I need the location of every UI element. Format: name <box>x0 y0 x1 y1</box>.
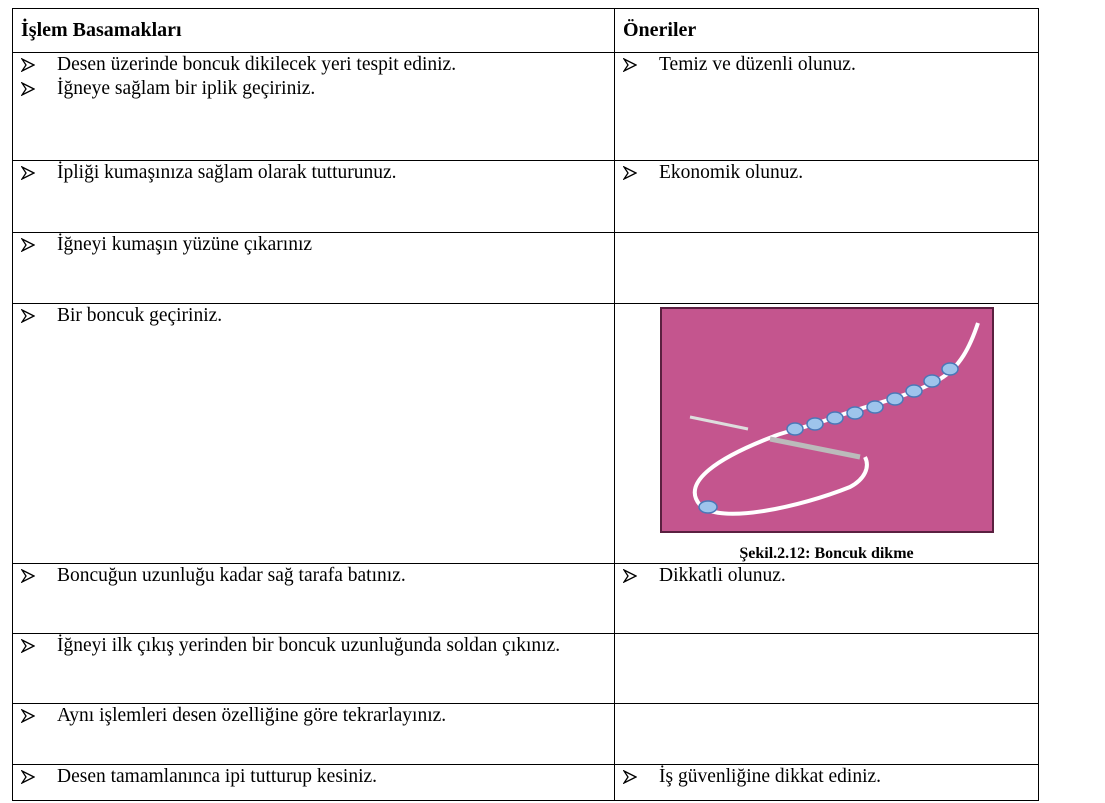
table-row: Desen üzerinde boncuk dikilecek yeri tes… <box>12 52 1039 161</box>
item-text: İpliği kumaşınıza sağlam olarak tutturun… <box>57 162 397 183</box>
item-text: Aynı işlemleri desen özelliğine göre tek… <box>57 705 447 726</box>
bullet-arrow <box>21 309 35 323</box>
table-row: İpliği kumaşınıza sağlam olarak tutturun… <box>12 160 1039 233</box>
header-row: İşlem Basamakları Öneriler <box>12 8 1039 53</box>
tip-cell <box>614 703 1039 765</box>
list-item: Bir boncuk geçiriniz. <box>19 304 608 328</box>
bullet-arrow <box>623 58 637 72</box>
table-row: Boncuğun uzunluğu kadar sağ tarafa batın… <box>12 563 1039 634</box>
table-row: Bir boncuk geçiriniz. Şekil.2.12: Boncuk… <box>12 303 1039 564</box>
item-text: Bir boncuk geçiriniz. <box>57 305 223 326</box>
bullet-arrow <box>623 770 637 784</box>
tip-cell <box>614 232 1039 304</box>
header-cell: İşlem Basamakları <box>12 8 615 53</box>
item-text: Boncuğun uzunluğu kadar sağ tarafa batın… <box>57 565 406 586</box>
step-cell: Desen üzerinde boncuk dikilecek yeri tes… <box>12 52 615 161</box>
bullet-arrow <box>21 709 35 723</box>
list-item: İğneyi kumaşın yüzüne çıkarınız <box>19 233 608 257</box>
table-row: İğneyi ilk çıkış yerinden bir boncuk uzu… <box>12 633 1039 704</box>
tip-cell: İş güvenliğine dikkat ediniz. <box>614 764 1039 801</box>
tip-cell: Şekil.2.12: Boncuk dikme <box>614 303 1039 564</box>
header-cell: Öneriler <box>614 8 1039 53</box>
step-cell: İğneyi kumaşın yüzüne çıkarınız <box>12 232 615 304</box>
item-text: İğneyi kumaşın yüzüne çıkarınız <box>57 234 313 255</box>
bullet-arrow <box>21 166 35 180</box>
list-item: Desen tamamlanınca ipi tutturup kesiniz. <box>19 765 608 789</box>
list-item: Aynı işlemleri desen özelliğine göre tek… <box>19 704 608 728</box>
tip-cell: Temiz ve düzenli olunuz. <box>614 52 1039 161</box>
bullet-arrow <box>21 639 35 653</box>
step-cell: İpliği kumaşınıza sağlam olarak tutturun… <box>12 160 615 233</box>
list-item: İğneye sağlam bir iplik geçiriniz. <box>19 77 608 101</box>
step-cell: Aynı işlemleri desen özelliğine göre tek… <box>12 703 615 765</box>
table-body: Desen üzerinde boncuk dikilecek yeri tes… <box>12 52 1039 801</box>
table-row: Desen tamamlanınca ipi tutturup kesiniz.… <box>12 764 1039 801</box>
bullet-arrow <box>21 58 35 72</box>
bullet-arrow <box>21 569 35 583</box>
bullet-arrow <box>21 238 35 252</box>
list-item: Dikkatli olunuz. <box>621 564 1032 588</box>
item-text: Desen tamamlanınca ipi tutturup kesiniz. <box>57 766 378 787</box>
steps-table: İşlem Basamakları Öneriler Desen üzerind… <box>12 8 1039 801</box>
list-item: İş güvenliğine dikkat ediniz. <box>621 765 1032 789</box>
bullet-arrow <box>21 82 35 96</box>
item-text: Dikkatli olunuz. <box>659 565 786 586</box>
step-cell: Bir boncuk geçiriniz. <box>12 303 615 564</box>
list-item: Ekonomik olunuz. <box>621 161 1032 185</box>
step-cell: Boncuğun uzunluğu kadar sağ tarafa batın… <box>12 563 615 634</box>
step-cell: İğneyi ilk çıkış yerinden bir boncuk uzu… <box>12 633 615 704</box>
bullet-arrow <box>623 166 637 180</box>
bullet-arrow <box>21 770 35 784</box>
list-item: İğneyi ilk çıkış yerinden bir boncuk uzu… <box>19 634 608 658</box>
item-text: Desen üzerinde boncuk dikilecek yeri tes… <box>57 54 457 75</box>
figure-image <box>659 307 994 533</box>
bullet-arrow <box>623 569 637 583</box>
item-text: İş güvenliğine dikkat ediniz. <box>659 766 882 787</box>
list-item: İpliği kumaşınıza sağlam olarak tutturun… <box>19 161 608 185</box>
list-item: Desen üzerinde boncuk dikilecek yeri tes… <box>19 53 608 77</box>
table-row: Aynı işlemleri desen özelliğine göre tek… <box>12 703 1039 765</box>
item-text: İğneyi ilk çıkış yerinden bir boncuk uzu… <box>57 635 561 656</box>
item-text: Temiz ve düzenli olunuz. <box>659 54 856 75</box>
tip-cell: Ekonomik olunuz. <box>614 160 1039 233</box>
tip-cell: Dikkatli olunuz. <box>614 563 1039 634</box>
list-item: Boncuğun uzunluğu kadar sağ tarafa batın… <box>19 564 608 588</box>
item-text: Ekonomik olunuz. <box>659 162 804 183</box>
item-text: İğneye sağlam bir iplik geçiriniz. <box>57 78 316 99</box>
tip-cell <box>614 633 1039 704</box>
step-cell: Desen tamamlanınca ipi tutturup kesiniz. <box>12 764 615 801</box>
table-row: İğneyi kumaşın yüzüne çıkarınız <box>12 232 1039 304</box>
list-item: Temiz ve düzenli olunuz. <box>621 53 1032 77</box>
figure: Şekil.2.12: Boncuk dikme <box>621 304 1032 563</box>
figure-caption: Şekil.2.12: Boncuk dikme <box>739 545 914 562</box>
